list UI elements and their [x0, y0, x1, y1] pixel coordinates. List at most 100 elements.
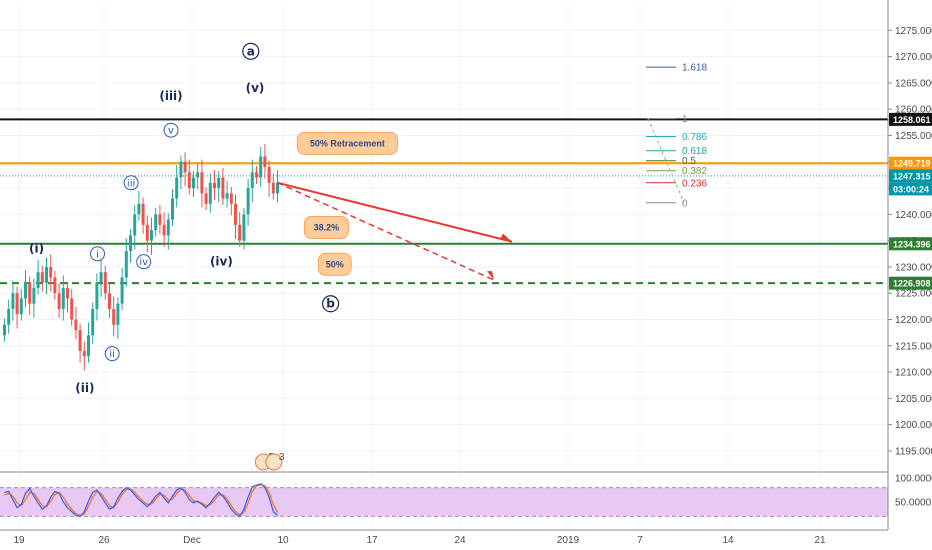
- event-count: 3: [279, 452, 285, 463]
- x-tick-label: 24: [454, 535, 466, 546]
- candle-body: [259, 156, 263, 178]
- y-tick-label: 1220.000: [895, 315, 932, 326]
- candle-body: [24, 282, 27, 299]
- price-tag-label: 1258.061: [893, 115, 931, 125]
- price-tag-label: 1234.396: [893, 239, 931, 249]
- price-tag: [889, 112, 932, 126]
- candle-body: [120, 277, 124, 304]
- annotation-callout[interactable]: [317, 252, 352, 276]
- candle-body: [171, 198, 174, 220]
- fib-level-label: 0.382: [682, 166, 707, 177]
- grid: [0, 4, 888, 530]
- candle-body: [196, 172, 200, 178]
- price-tag: [889, 156, 932, 170]
- candle-body: [116, 303, 120, 325]
- y-tick-label: 1215.000: [895, 341, 932, 352]
- candle-body: [154, 214, 158, 231]
- candle-body: [179, 161, 183, 178]
- candle-body: [66, 287, 69, 299]
- y-tick-label: 1205.000: [895, 394, 932, 405]
- wave-minor-label: iii: [127, 178, 135, 189]
- candle-body: [124, 251, 128, 278]
- forecast-dashed-arrow-head: [487, 271, 494, 281]
- wave-circle: [123, 175, 139, 191]
- wave-label: (iii): [159, 89, 182, 103]
- y-tick-label: 1225.000: [895, 289, 932, 300]
- candle-body: [82, 351, 86, 357]
- fib-level-label: 0.786: [682, 132, 707, 143]
- candle-body: [250, 172, 254, 189]
- candle-body: [57, 293, 61, 309]
- wave-circle: [104, 346, 120, 362]
- osc-tick-label: 50.0000: [895, 498, 932, 509]
- candle-body: [213, 182, 216, 189]
- countdown-tag: [889, 182, 932, 196]
- candle-body: [49, 266, 53, 278]
- annotation-label: 50% Retracement: [310, 138, 385, 148]
- wave-major-circle-label: b: [326, 297, 335, 311]
- event-icon[interactable]: [265, 453, 283, 471]
- candle-body: [145, 224, 149, 241]
- candle-body: [242, 214, 246, 241]
- candle-body: [70, 298, 74, 320]
- price-tag-label: 1226.908: [893, 279, 931, 289]
- candle-body: [87, 335, 90, 357]
- candle-body: [225, 193, 229, 199]
- wave-minor-label: ii: [109, 349, 115, 360]
- countdown-label: 03:00:24: [893, 184, 929, 194]
- candle-body: [158, 214, 162, 225]
- candle-body: [221, 177, 225, 199]
- y-tick-label: 1195.000: [895, 446, 932, 457]
- candle-body: [133, 214, 137, 236]
- candle-body: [3, 324, 6, 336]
- wave-label: (v): [246, 81, 265, 95]
- wave-circle-major: [242, 42, 260, 60]
- osc-k-line: [4, 483, 278, 518]
- candle-body: [108, 293, 111, 309]
- price-axis[interactable]: 1195.000 1200.000 1205.000 1210.000 1215.000…: [0, 0, 932, 530]
- price-tag-label: 1249.719: [893, 159, 931, 169]
- wave-minor-label: i: [96, 249, 99, 260]
- y-tick-label: 1200.000: [895, 420, 932, 431]
- candle-body: [7, 308, 11, 325]
- candle-body: [91, 308, 95, 336]
- forecast-arrow: [277, 181, 513, 243]
- wave-label: (ii): [75, 381, 94, 395]
- candle-body: [183, 161, 187, 173]
- x-tick-label: 26: [98, 535, 110, 546]
- candle-body: [19, 298, 23, 315]
- y-tick-label: 1210.000: [895, 368, 932, 379]
- annotation-label: 38.2%: [314, 222, 340, 232]
- candle-body: [267, 167, 271, 183]
- candle-body: [204, 193, 208, 204]
- candle-body: [208, 182, 212, 204]
- osc-d-line: [4, 484, 279, 517]
- candle-body: [271, 182, 275, 194]
- candle-body: [11, 293, 15, 309]
- x-tick-label: 14: [722, 535, 734, 546]
- price-levels: [0, 118, 888, 285]
- candle-body: [137, 203, 141, 215]
- candle-body: [112, 308, 116, 325]
- x-tick-label: 19: [13, 535, 25, 546]
- fib-level-label: 1: [682, 114, 688, 125]
- annotation-callout[interactable]: [296, 131, 398, 155]
- time-axis[interactable]: 19 26 Dec 10 17 24 2019 7 14 21: [0, 529, 888, 546]
- candle-body: [246, 188, 250, 215]
- fib-level-label: 0.236: [682, 178, 707, 189]
- candle-body: [129, 235, 132, 252]
- x-tick-label: 7: [637, 535, 643, 546]
- oscillator-pane: [0, 483, 888, 518]
- x-tick-label: 2019: [557, 535, 580, 546]
- forecast-arrow-head: [500, 233, 512, 242]
- candle-body: [229, 193, 233, 204]
- annotation-callout[interactable]: [303, 215, 349, 239]
- price-tag: [889, 276, 932, 290]
- y-tick-label: 1275.000: [895, 26, 932, 37]
- y-tick-label: 1240.000: [895, 210, 932, 221]
- annotation-label: 50%: [326, 259, 344, 269]
- x-tick-label: 17: [366, 535, 378, 546]
- wave-circle: [163, 122, 179, 138]
